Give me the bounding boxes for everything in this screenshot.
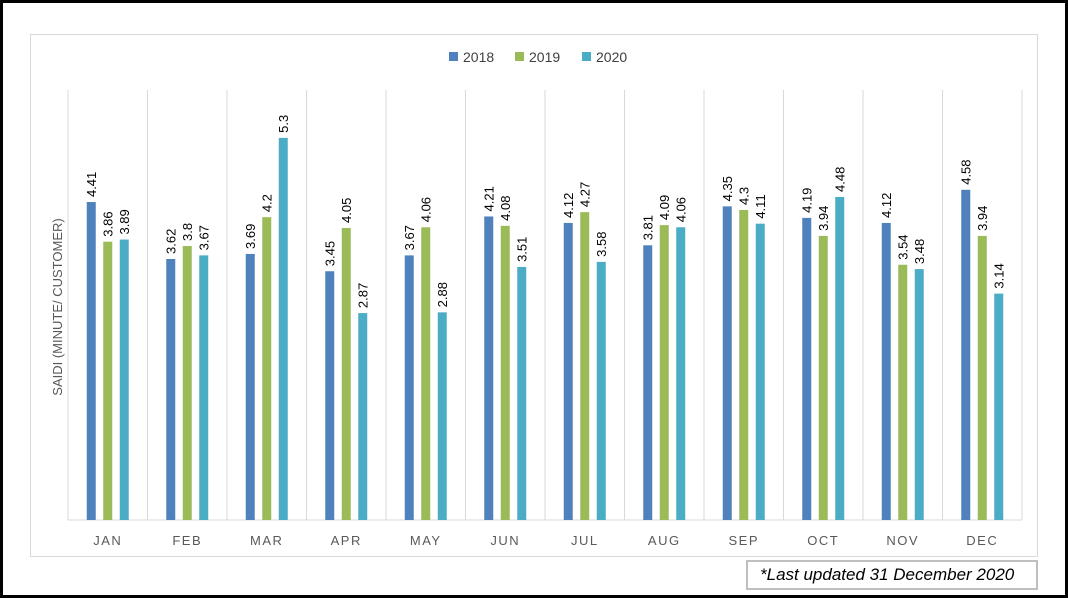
data-label: 3.58 [594, 232, 609, 257]
data-label: 3.51 [514, 237, 529, 262]
data-label: 4.48 [832, 167, 847, 192]
bar-2020-dec [994, 293, 1004, 520]
data-label: 3.62 [163, 229, 178, 254]
data-label: 4.2 [259, 194, 274, 212]
data-label: 3.94 [975, 206, 990, 231]
bar-2020-nov [914, 269, 924, 520]
bar-2019-feb [182, 246, 192, 520]
bar-2018-jul [563, 222, 573, 520]
data-label: 4.41 [84, 172, 99, 197]
bar-2018-dec [961, 189, 971, 521]
data-label: 4.05 [339, 198, 354, 223]
bar-2018-aug [643, 245, 653, 520]
data-label: 3.94 [816, 206, 831, 231]
bar-2020-jun [517, 266, 527, 520]
legend-label-2018: 2018 [463, 49, 494, 65]
x-tick-label: JUL [571, 533, 599, 548]
data-label: 4.35 [720, 176, 735, 201]
bar-2019-apr [341, 227, 351, 520]
chart-area: 4.41 3.62 3.69 3.45 3.67 4.21 4.12 3.81 4.35 4.19… [30, 34, 1038, 557]
data-label: 4.21 [481, 186, 496, 211]
data-label: 3.14 [991, 263, 1006, 288]
data-label: 3.8 [180, 223, 195, 241]
legend-label-2019: 2019 [529, 49, 560, 65]
data-label: 5.3 [276, 115, 291, 133]
data-label: 3.54 [895, 234, 910, 259]
data-label: 4.58 [958, 159, 973, 184]
data-label: 3.89 [117, 209, 132, 234]
bar-2019-may [421, 227, 431, 521]
data-label: 3.45 [322, 241, 337, 266]
x-tick-label: JAN [93, 533, 122, 548]
data-label: 4.12 [561, 193, 576, 218]
data-label: 4.19 [799, 188, 814, 213]
legend-swatch-2020 [582, 52, 591, 61]
bar-2020-aug [676, 227, 686, 521]
last-updated-note: *Last updated 31 December 2020 [746, 560, 1038, 590]
bar-2019-oct [818, 235, 828, 520]
data-label: 3.67 [402, 225, 417, 250]
bar-2020-jan [119, 239, 129, 520]
data-label: 4.12 [879, 193, 894, 218]
bar-2020-feb [199, 255, 209, 520]
data-label: 4.27 [577, 182, 592, 207]
data-label: 4.08 [498, 196, 513, 221]
x-tick-label: APR [331, 533, 362, 548]
legend-swatch-2019 [515, 52, 524, 61]
data-label: 3.86 [100, 211, 115, 236]
bar-2018-mar [245, 253, 255, 521]
data-label: 4.3 [736, 187, 751, 205]
bar-2019-mar [262, 217, 272, 520]
x-tick-label: JUN [490, 533, 520, 548]
data-label: 4.06 [673, 197, 688, 222]
y-axis-label: SAIDI (MINUTE/ CUSTOMER) [50, 218, 65, 395]
x-tick-label: AUG [648, 533, 681, 548]
bar-2020-mar [278, 137, 288, 520]
bar-2019-jul [580, 212, 590, 520]
x-tick-label: OCT [807, 533, 839, 548]
data-label: 3.67 [196, 225, 211, 250]
bar-2019-aug [659, 225, 669, 520]
bar-2018-feb [166, 258, 176, 520]
bar-2020-apr [358, 313, 368, 520]
saidi-bar-chart: 4.41 3.62 3.69 3.45 3.67 4.21 4.12 3.81 4.35 4.19… [50, 49, 1023, 548]
data-label: 4.11 [753, 194, 768, 218]
legend-swatch-2018 [449, 52, 458, 61]
x-tick-label: DEC [966, 533, 998, 548]
bar-2019-sep [739, 209, 749, 520]
bar-2019-nov [898, 264, 908, 520]
data-label: 2.87 [355, 283, 370, 308]
bar-2020-jul [596, 261, 606, 520]
bar-2018-jun [484, 216, 494, 521]
data-label: 4.06 [418, 197, 433, 222]
bar-2018-may [404, 255, 414, 520]
bar-2020-sep [755, 223, 765, 520]
bar-2018-sep [722, 206, 732, 521]
bar-2018-nov [881, 222, 891, 520]
x-tick-label: MAY [410, 533, 442, 548]
x-tick-label: SEP [728, 533, 759, 548]
legend-label-2020: 2020 [596, 49, 627, 65]
bar-2018-jan [86, 202, 96, 520]
bar-2018-apr [325, 271, 335, 520]
bar-2020-may [437, 312, 447, 520]
data-label: 3.81 [640, 215, 655, 240]
data-label: 2.88 [435, 282, 450, 307]
x-tick-label: MAR [250, 533, 283, 548]
bar-2019-dec [977, 235, 987, 520]
data-label: 3.48 [912, 239, 927, 264]
data-label: 3.69 [243, 224, 258, 249]
data-label: 4.09 [657, 195, 672, 220]
bar-2019-jan [103, 241, 113, 520]
x-tick-label: NOV [886, 533, 919, 548]
bar-2020-oct [835, 196, 845, 520]
bar-2019-jun [500, 225, 510, 520]
x-tick-label: FEB [172, 533, 202, 548]
bar-2018-oct [802, 217, 812, 520]
